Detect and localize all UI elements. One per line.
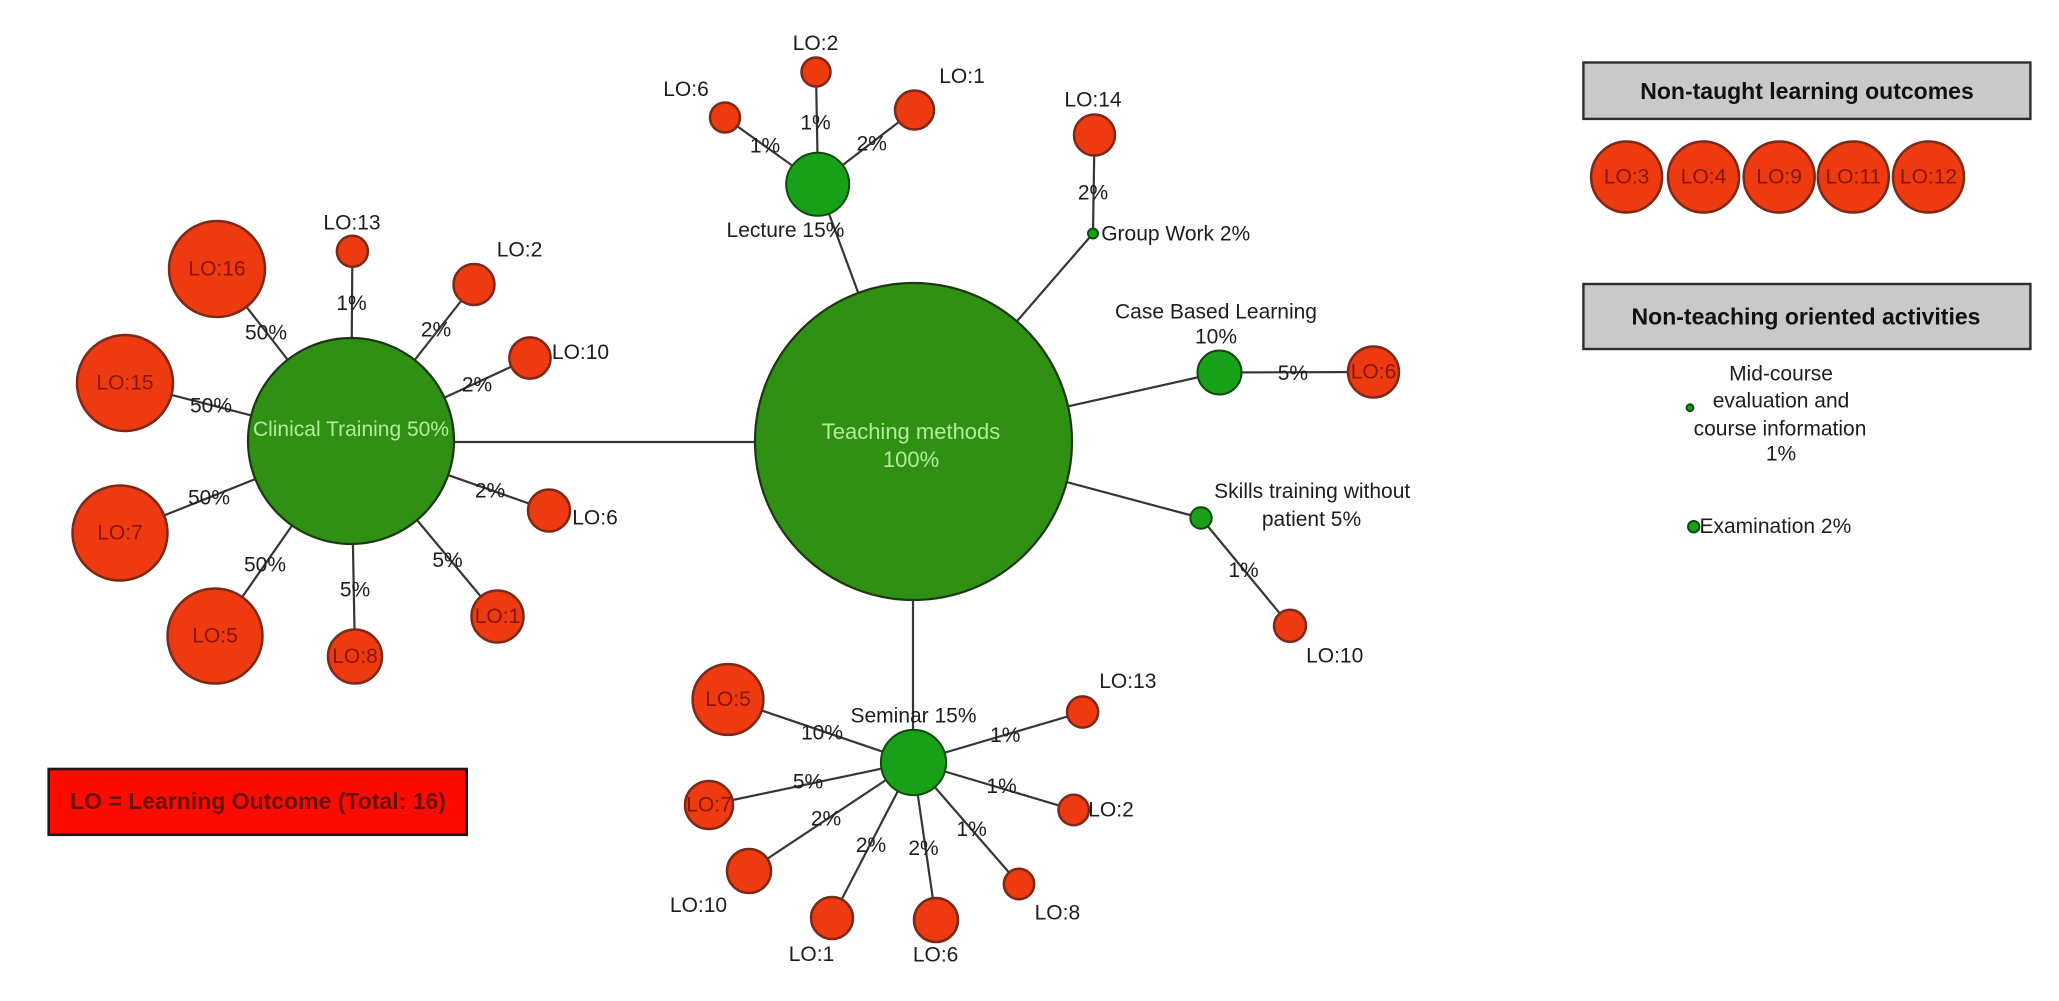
svg-text:LO:5: LO:5: [192, 625, 238, 648]
svg-text:2%: 2%: [857, 133, 887, 156]
svg-text:LO:10: LO:10: [1306, 645, 1363, 668]
svg-text:1%: 1%: [800, 112, 830, 135]
svg-text:2%: 2%: [811, 808, 841, 831]
svg-text:5%: 5%: [793, 771, 823, 794]
svg-text:LO:2: LO:2: [1088, 799, 1134, 822]
svg-text:LO:6: LO:6: [913, 943, 959, 966]
svg-text:LO:7: LO:7: [686, 794, 732, 817]
svg-text:evaluation and: evaluation and: [1713, 390, 1850, 413]
svg-text:LO:1: LO:1: [789, 943, 835, 966]
svg-text:Seminar 15%: Seminar 15%: [850, 705, 976, 728]
svg-text:1%: 1%: [1766, 443, 1796, 466]
svg-text:LO:2: LO:2: [793, 32, 839, 55]
svg-text:LO:2: LO:2: [497, 239, 543, 262]
svg-text:1%: 1%: [986, 775, 1016, 798]
svg-text:LO:8: LO:8: [332, 645, 378, 668]
svg-text:LO = Learning Outcome (Total:: LO = Learning Outcome (Total: 16): [70, 788, 446, 814]
svg-text:LO:5: LO:5: [705, 688, 751, 711]
svg-text:1%: 1%: [990, 724, 1020, 747]
svg-text:2%: 2%: [475, 480, 505, 503]
svg-text:Group Work 2%: Group Work 2%: [1101, 222, 1250, 245]
svg-text:Examination 2%: Examination 2%: [1700, 515, 1852, 538]
svg-text:Non-taught learning outcomes: Non-taught learning outcomes: [1640, 78, 1974, 104]
svg-text:LO:3: LO:3: [1604, 166, 1650, 189]
svg-text:1%: 1%: [750, 135, 780, 158]
svg-text:50%: 50%: [244, 554, 286, 577]
svg-text:LO:10: LO:10: [552, 341, 609, 364]
svg-text:LO:6: LO:6: [1351, 361, 1397, 384]
svg-text:Teaching methods: Teaching methods: [822, 419, 1001, 444]
svg-text:LO:1: LO:1: [939, 65, 985, 88]
svg-text:1%: 1%: [336, 292, 366, 315]
svg-text:2%: 2%: [462, 374, 492, 397]
svg-text:2%: 2%: [421, 319, 451, 342]
svg-text:Case Based Learning: Case Based Learning: [1115, 300, 1317, 323]
svg-text:5%: 5%: [1278, 362, 1308, 385]
svg-text:LO:4: LO:4: [1681, 166, 1727, 189]
svg-text:2%: 2%: [908, 837, 938, 860]
svg-text:10%: 10%: [801, 722, 843, 745]
svg-text:100%: 100%: [883, 447, 939, 472]
svg-text:Mid-course: Mid-course: [1729, 363, 1833, 386]
svg-text:LO:6: LO:6: [663, 78, 709, 101]
svg-text:Clinical Training 50%: Clinical Training 50%: [253, 418, 449, 441]
svg-text:Lecture 15%: Lecture 15%: [727, 219, 845, 242]
svg-text:5%: 5%: [340, 579, 370, 602]
svg-text:LO:10: LO:10: [670, 894, 727, 917]
svg-text:LO:6: LO:6: [572, 507, 618, 530]
svg-text:LO:8: LO:8: [1035, 902, 1081, 925]
svg-text:1%: 1%: [1228, 559, 1258, 582]
svg-text:50%: 50%: [188, 487, 230, 510]
svg-text:5%: 5%: [432, 549, 462, 572]
svg-text:2%: 2%: [1078, 182, 1108, 205]
svg-text:Non-teaching oriented activiti: Non-teaching oriented activities: [1632, 304, 1981, 330]
svg-text:LO:1: LO:1: [475, 605, 521, 628]
svg-text:Skills training without: Skills training without: [1214, 480, 1410, 503]
svg-text:LO:13: LO:13: [323, 212, 380, 235]
svg-text:50%: 50%: [190, 395, 232, 418]
svg-text:10%: 10%: [1195, 326, 1237, 349]
svg-text:1%: 1%: [956, 818, 986, 841]
svg-text:course information: course information: [1694, 418, 1867, 441]
svg-text:LO:11: LO:11: [1825, 166, 1881, 189]
svg-text:LO:13: LO:13: [1099, 670, 1156, 693]
svg-text:LO:14: LO:14: [1064, 89, 1122, 112]
svg-text:LO:16: LO:16: [188, 258, 245, 281]
svg-text:2%: 2%: [856, 834, 886, 857]
svg-text:LO:15: LO:15: [96, 372, 153, 395]
svg-text:LO:12: LO:12: [1900, 166, 1957, 189]
svg-text:LO:7: LO:7: [97, 522, 143, 545]
svg-text:patient 5%: patient 5%: [1262, 508, 1361, 531]
svg-text:50%: 50%: [245, 322, 287, 345]
svg-text:LO:9: LO:9: [1756, 166, 1802, 189]
